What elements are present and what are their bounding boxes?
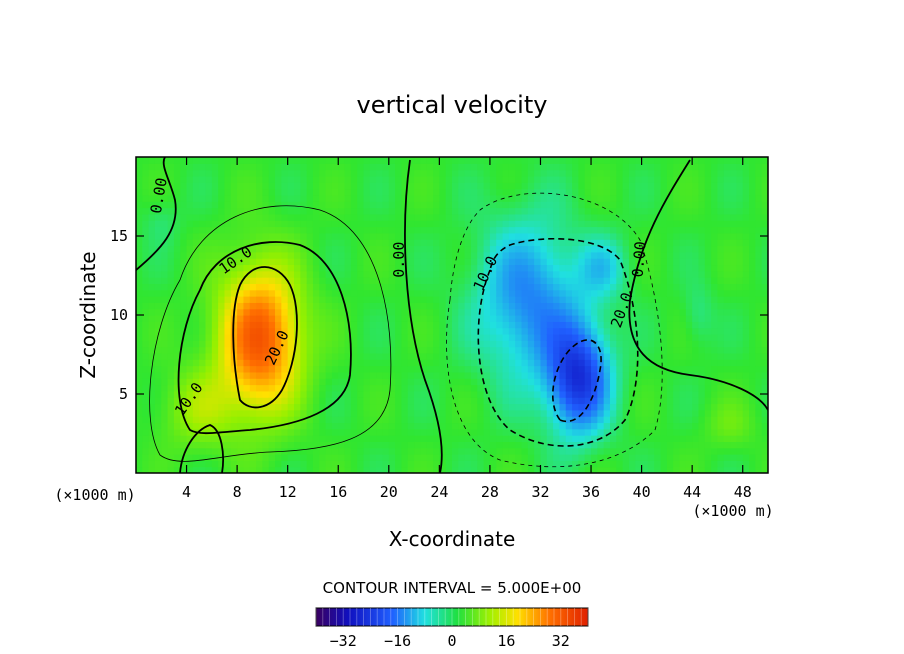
contour-line-negative-10 xyxy=(477,237,639,447)
heatmap-field xyxy=(136,157,768,473)
colorbar-tick-label: 32 xyxy=(552,632,570,650)
colorbar-stripes xyxy=(315,608,589,626)
x-tick-label: 32 xyxy=(531,483,549,501)
contour-line-zero-left xyxy=(404,159,443,473)
contour-line-zero-left-edge xyxy=(136,157,177,271)
x-tick-label: 16 xyxy=(329,483,347,501)
contour-line-positive-10 xyxy=(177,241,352,435)
x-axis-label: X-coordinate xyxy=(389,527,516,551)
colorbar-tick-label: 0 xyxy=(447,632,456,650)
contour-label: 0.00 xyxy=(390,242,408,278)
x-tick-label: 44 xyxy=(683,483,701,501)
contour-interval-label: CONTOUR INTERVAL = 5.000E+00 xyxy=(323,579,582,597)
x-tick-label: 36 xyxy=(582,483,600,501)
x-tick-label: 40 xyxy=(633,483,651,501)
colorbar xyxy=(315,607,589,627)
contour-line-negative-5 xyxy=(446,192,663,468)
x-unit-left: (×1000 m) xyxy=(54,486,135,504)
chart-title: vertical velocity xyxy=(357,91,548,119)
x-tick-label: 8 xyxy=(233,483,242,501)
y-tick-label: 5 xyxy=(119,385,128,403)
contour-lines xyxy=(136,157,768,473)
y-tick-label: 15 xyxy=(110,227,128,245)
contour-label: 0.00 xyxy=(147,176,171,215)
colorbar-tick-label: 16 xyxy=(497,632,515,650)
contour-line-zero-right xyxy=(628,159,768,411)
colorbar-tick-label: −16 xyxy=(384,632,411,650)
colorbar-tick-label: −32 xyxy=(330,632,357,650)
contour-line-negative-20 xyxy=(552,339,602,423)
contour-line-positive-5 xyxy=(149,205,392,462)
x-tick-label: 28 xyxy=(481,483,499,501)
y-tick-label: 10 xyxy=(110,306,128,324)
contour-line-zero-bottom xyxy=(179,424,224,473)
x-unit-right: (×1000 m) xyxy=(692,502,773,520)
x-tick-label: 24 xyxy=(430,483,448,501)
contour-line-positive-20 xyxy=(232,266,298,409)
contour-label: 0.00 xyxy=(629,240,650,278)
x-tick-label: 48 xyxy=(734,483,752,501)
x-tick-label: 4 xyxy=(182,483,191,501)
x-tick-label: 12 xyxy=(279,483,297,501)
y-axis-label: Z-coordinate xyxy=(76,251,100,378)
x-tick-label: 20 xyxy=(380,483,398,501)
